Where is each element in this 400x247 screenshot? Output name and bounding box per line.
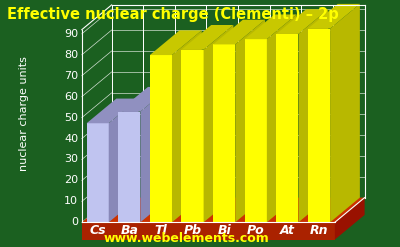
- Polygon shape: [109, 99, 138, 222]
- Text: Effective nuclear charge (Clementi) – 2p: Effective nuclear charge (Clementi) – 2p: [8, 7, 339, 22]
- Polygon shape: [245, 15, 297, 39]
- Polygon shape: [245, 39, 267, 222]
- Polygon shape: [150, 55, 172, 222]
- Text: 70: 70: [64, 71, 78, 81]
- Polygon shape: [86, 99, 138, 123]
- Text: 0: 0: [71, 217, 78, 227]
- Text: Pb: Pb: [184, 225, 202, 237]
- Text: Bi: Bi: [217, 225, 231, 237]
- Text: 30: 30: [64, 154, 78, 165]
- Text: Po: Po: [247, 225, 265, 237]
- Polygon shape: [330, 4, 360, 222]
- Text: 10: 10: [64, 196, 78, 206]
- Polygon shape: [82, 198, 365, 222]
- Polygon shape: [213, 44, 235, 222]
- Text: Ba: Ba: [120, 225, 138, 237]
- Text: At: At: [280, 225, 295, 237]
- Polygon shape: [86, 123, 109, 222]
- Text: www.webelements.com: www.webelements.com: [103, 231, 269, 245]
- Text: 40: 40: [64, 134, 78, 144]
- Polygon shape: [82, 222, 335, 240]
- Polygon shape: [172, 30, 202, 222]
- Text: 80: 80: [64, 50, 78, 60]
- Polygon shape: [182, 25, 233, 50]
- Polygon shape: [276, 34, 298, 222]
- Polygon shape: [150, 30, 202, 55]
- Polygon shape: [112, 5, 365, 198]
- Text: 50: 50: [64, 113, 78, 123]
- Polygon shape: [182, 50, 204, 222]
- Text: nuclear charge units: nuclear charge units: [19, 56, 29, 171]
- Polygon shape: [335, 198, 365, 240]
- Polygon shape: [82, 5, 112, 222]
- Polygon shape: [140, 87, 170, 222]
- Polygon shape: [235, 20, 265, 222]
- Text: 20: 20: [64, 175, 78, 185]
- Polygon shape: [204, 25, 233, 222]
- Text: Rn: Rn: [310, 225, 328, 237]
- Text: 90: 90: [64, 29, 78, 39]
- Polygon shape: [118, 112, 140, 222]
- Polygon shape: [82, 198, 365, 222]
- Text: Cs: Cs: [89, 225, 106, 237]
- Polygon shape: [276, 9, 328, 34]
- Polygon shape: [213, 20, 265, 44]
- Polygon shape: [298, 9, 328, 222]
- Polygon shape: [267, 15, 297, 222]
- Text: 60: 60: [64, 92, 78, 102]
- Polygon shape: [118, 87, 170, 112]
- Polygon shape: [308, 4, 360, 29]
- Text: Tl: Tl: [154, 225, 167, 237]
- Polygon shape: [308, 29, 330, 222]
